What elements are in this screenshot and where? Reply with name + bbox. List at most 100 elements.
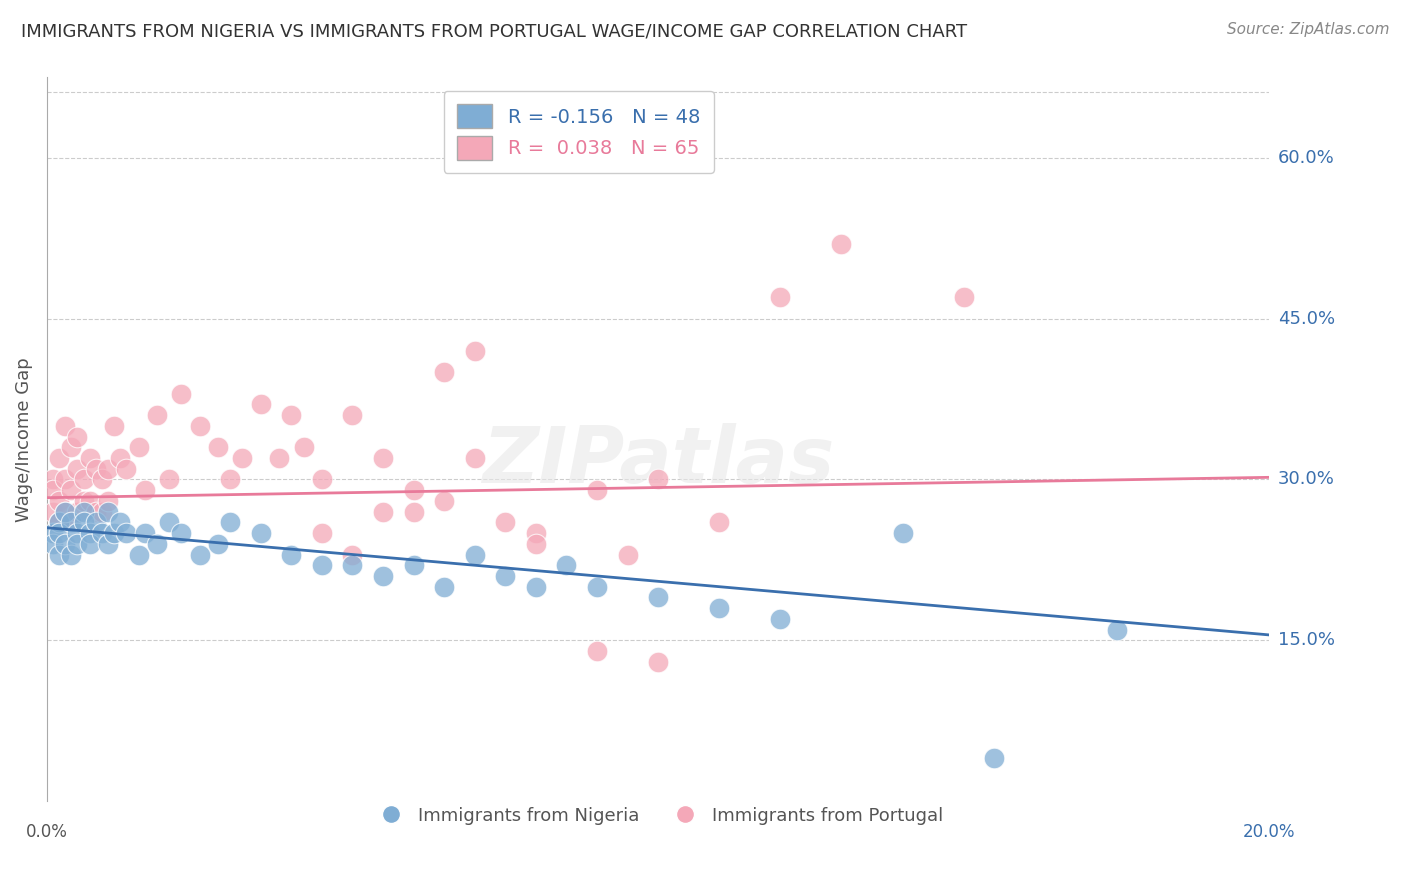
- Point: [115, 462, 138, 476]
- Text: Source: ZipAtlas.com: Source: ZipAtlas.com: [1226, 22, 1389, 37]
- Point: [891, 526, 914, 541]
- Point: [616, 548, 638, 562]
- Text: 30.0%: 30.0%: [1278, 470, 1334, 489]
- Point: [72, 505, 94, 519]
- Point: [311, 473, 333, 487]
- Point: [647, 591, 669, 605]
- Point: [90, 526, 112, 541]
- Point: [79, 494, 101, 508]
- Point: [647, 655, 669, 669]
- Point: [79, 450, 101, 465]
- Point: [60, 440, 83, 454]
- Point: [48, 494, 70, 508]
- Point: [115, 526, 138, 541]
- Point: [371, 505, 394, 519]
- Point: [311, 526, 333, 541]
- Point: [207, 440, 229, 454]
- Point: [42, 526, 65, 541]
- Point: [66, 526, 89, 541]
- Point: [134, 526, 156, 541]
- Point: [433, 580, 456, 594]
- Point: [231, 450, 253, 465]
- Point: [60, 548, 83, 562]
- Point: [134, 483, 156, 498]
- Text: 20.0%: 20.0%: [1243, 823, 1295, 841]
- Point: [48, 526, 70, 541]
- Point: [42, 473, 65, 487]
- Point: [66, 537, 89, 551]
- Text: ZIPatlas: ZIPatlas: [482, 423, 834, 499]
- Point: [90, 505, 112, 519]
- Point: [84, 462, 107, 476]
- Point: [280, 548, 302, 562]
- Point: [79, 526, 101, 541]
- Point: [188, 418, 211, 433]
- Point: [170, 386, 193, 401]
- Point: [48, 548, 70, 562]
- Point: [66, 505, 89, 519]
- Point: [60, 516, 83, 530]
- Point: [157, 516, 180, 530]
- Point: [524, 526, 547, 541]
- Point: [464, 343, 486, 358]
- Point: [97, 494, 120, 508]
- Point: [53, 473, 76, 487]
- Point: [555, 558, 578, 573]
- Point: [110, 450, 132, 465]
- Point: [146, 537, 169, 551]
- Point: [84, 505, 107, 519]
- Point: [342, 558, 364, 573]
- Point: [103, 418, 125, 433]
- Point: [1105, 623, 1128, 637]
- Text: 45.0%: 45.0%: [1278, 310, 1334, 327]
- Point: [494, 516, 516, 530]
- Point: [586, 644, 609, 658]
- Point: [48, 516, 70, 530]
- Point: [219, 473, 242, 487]
- Point: [157, 473, 180, 487]
- Point: [42, 537, 65, 551]
- Point: [292, 440, 315, 454]
- Point: [249, 526, 271, 541]
- Point: [42, 505, 65, 519]
- Point: [952, 290, 974, 304]
- Text: 60.0%: 60.0%: [1278, 149, 1334, 167]
- Point: [60, 483, 83, 498]
- Point: [494, 569, 516, 583]
- Point: [53, 537, 76, 551]
- Point: [79, 537, 101, 551]
- Point: [128, 440, 150, 454]
- Point: [269, 450, 291, 465]
- Point: [103, 526, 125, 541]
- Point: [249, 397, 271, 411]
- Point: [769, 612, 792, 626]
- Point: [219, 516, 242, 530]
- Point: [524, 580, 547, 594]
- Point: [280, 408, 302, 422]
- Point: [402, 558, 425, 573]
- Text: 0.0%: 0.0%: [25, 823, 67, 841]
- Point: [128, 548, 150, 562]
- Text: IMMIGRANTS FROM NIGERIA VS IMMIGRANTS FROM PORTUGAL WAGE/INCOME GAP CORRELATION : IMMIGRANTS FROM NIGERIA VS IMMIGRANTS FR…: [21, 22, 967, 40]
- Point: [84, 516, 107, 530]
- Point: [97, 462, 120, 476]
- Point: [66, 462, 89, 476]
- Point: [342, 408, 364, 422]
- Point: [48, 516, 70, 530]
- Point: [66, 429, 89, 443]
- Point: [647, 473, 669, 487]
- Point: [586, 580, 609, 594]
- Point: [72, 473, 94, 487]
- Point: [53, 505, 76, 519]
- Point: [769, 290, 792, 304]
- Point: [90, 473, 112, 487]
- Point: [402, 483, 425, 498]
- Point: [371, 450, 394, 465]
- Point: [53, 418, 76, 433]
- Point: [42, 483, 65, 498]
- Point: [464, 548, 486, 562]
- Point: [60, 516, 83, 530]
- Point: [110, 516, 132, 530]
- Point: [311, 558, 333, 573]
- Point: [97, 505, 120, 519]
